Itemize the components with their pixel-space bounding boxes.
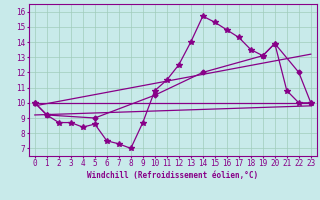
X-axis label: Windchill (Refroidissement éolien,°C): Windchill (Refroidissement éolien,°C) [87,171,258,180]
